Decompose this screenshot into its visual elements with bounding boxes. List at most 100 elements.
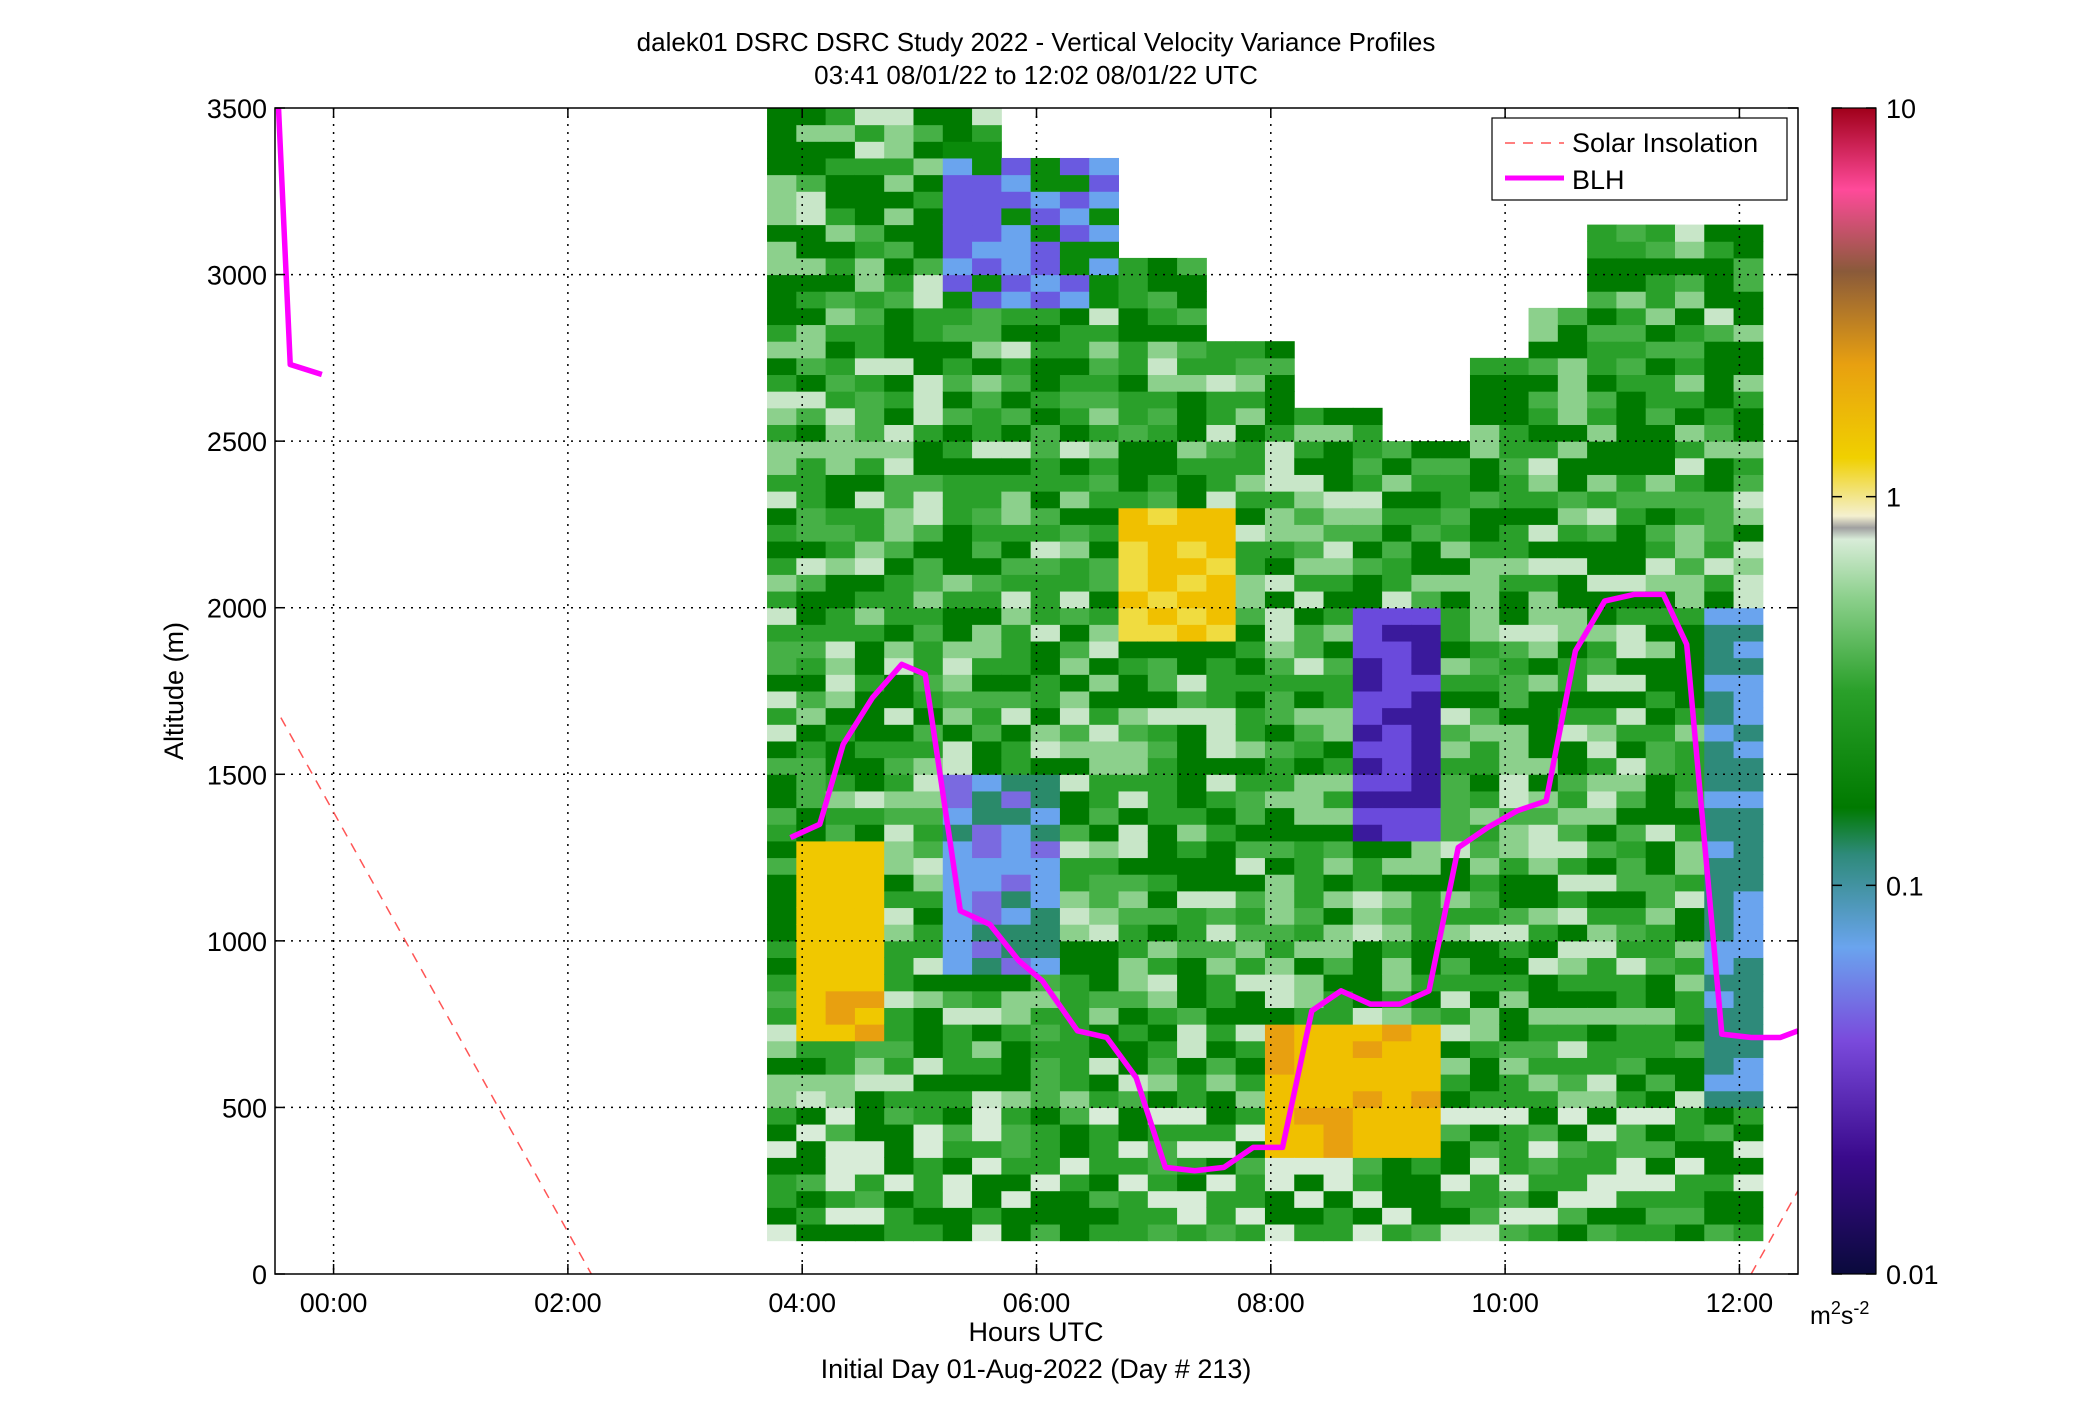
heatmap-cell: [1264, 424, 1295, 442]
heatmap-cell: [1352, 674, 1383, 692]
heatmap-cell: [854, 1107, 885, 1125]
heatmap-cell: [767, 1124, 797, 1142]
heatmap-cell: [1001, 1040, 1032, 1058]
heatmap-cell: [1528, 641, 1559, 659]
heatmap-cell: [1177, 974, 1207, 992]
heatmap-cell: [1674, 241, 1705, 259]
heatmap-cell: [1469, 391, 1500, 409]
heatmap-cell: [1587, 924, 1617, 942]
heatmap-cell: [1147, 824, 1178, 842]
heatmap-cell: [972, 507, 1002, 525]
heatmap-cell: [825, 441, 856, 459]
heatmap-cell: [1704, 874, 1735, 892]
heatmap-cell: [942, 641, 973, 659]
heatmap-cell: [1733, 874, 1764, 892]
y-tick-label: 1500: [207, 760, 267, 790]
heatmap-cell: [1674, 1140, 1705, 1158]
heatmap-cell: [1499, 874, 1530, 892]
heatmap-cell: [1030, 890, 1061, 909]
blh-line: [789, 591, 1798, 1174]
heatmap-cell: [1557, 1024, 1588, 1042]
heatmap-cell: [1440, 491, 1471, 509]
heatmap-cell: [1645, 607, 1676, 625]
heatmap-cell: [1587, 491, 1617, 509]
heatmap-cell: [1089, 907, 1120, 925]
heatmap-cell: [1674, 874, 1705, 892]
heatmap-cell: [1323, 1174, 1354, 1192]
heatmap-cell: [796, 341, 827, 359]
x-ticks: 00:00 02:00 04:00 06:00 08:00 10:00 12:00: [300, 108, 1773, 1318]
heatmap-cell: [1264, 740, 1295, 759]
heatmap-cell: [1469, 807, 1500, 825]
heatmap-cell: [1206, 707, 1237, 725]
heatmap-cell: [1147, 1224, 1178, 1242]
heatmap-cell: [825, 1190, 856, 1208]
heatmap-cell: [1264, 524, 1295, 542]
heatmap-cell: [796, 757, 827, 775]
heatmap-cell: [1411, 524, 1442, 542]
heatmap-cell: [1264, 1207, 1295, 1225]
heatmap-cell: [1089, 607, 1120, 625]
heatmap-cell: [1059, 691, 1090, 709]
heatmap-cell: [796, 291, 827, 309]
heatmap-cell: [1177, 857, 1207, 875]
heatmap-cell: [1030, 840, 1061, 859]
heatmap-cell: [767, 491, 797, 509]
heatmap-cell: [1323, 1024, 1354, 1042]
heatmap-cell: [796, 774, 827, 792]
heatmap-cell: [796, 691, 827, 709]
heatmap-cell: [1704, 1107, 1735, 1125]
heatmap-cell: [1382, 1207, 1412, 1225]
heatmap-cell: [1382, 907, 1412, 925]
heatmap-cell: [825, 457, 856, 475]
heatmap-cell: [796, 1057, 827, 1075]
heatmap-cell: [1352, 491, 1383, 509]
heatmap-cell: [972, 1074, 1002, 1092]
heatmap-cell: [1030, 924, 1061, 942]
heatmap-cell: [1528, 740, 1559, 759]
heatmap-cell: [972, 1157, 1002, 1175]
heatmap-cell: [942, 757, 973, 775]
heatmap-cell: [913, 257, 944, 276]
heatmap-cell: [1206, 524, 1237, 542]
heatmap-cell: [1557, 990, 1588, 1008]
heatmap-cell: [1733, 374, 1764, 392]
heatmap-cell: [1469, 357, 1500, 376]
heatmap-cell: [1001, 491, 1032, 509]
heatmap-cell: [1059, 591, 1090, 609]
heatmap-cell: [825, 591, 856, 609]
heatmap-cell: [1440, 624, 1471, 642]
heatmap-cell: [972, 1040, 1002, 1058]
heatmap-cell: [1674, 591, 1705, 609]
heatmap-cell: [884, 907, 914, 925]
heatmap-cell: [1352, 574, 1383, 592]
heatmap-cell: [913, 157, 944, 176]
heatmap-cell: [825, 424, 856, 442]
heatmap-cell: [1499, 940, 1530, 959]
heatmap-cell: [1645, 357, 1676, 376]
heatmap-cell: [972, 1224, 1002, 1242]
heatmap-cell: [1674, 790, 1705, 809]
heatmap-cell: [1587, 474, 1617, 492]
heatmap-cell: [1059, 1107, 1090, 1125]
heatmap-cell: [1030, 574, 1061, 592]
heatmap-cell: [1059, 1124, 1090, 1142]
heatmap-cell: [1235, 1074, 1266, 1092]
heatmap-cell: [1528, 524, 1559, 542]
heatmap-cell: [1059, 674, 1090, 692]
heatmap-cell: [767, 341, 797, 359]
heatmap-cell: [825, 374, 856, 392]
heatmap-cell: [1264, 641, 1295, 659]
heatmap-cell: [1323, 1007, 1354, 1025]
heatmap-cell: [1557, 624, 1588, 642]
heatmap-cell: [1030, 1074, 1061, 1092]
heatmap-cell: [1528, 591, 1559, 609]
heatmap-cell: [1352, 507, 1383, 525]
heatmap-cell: [1264, 990, 1295, 1008]
heatmap-cell: [1704, 324, 1735, 342]
heatmap-cell: [942, 391, 973, 409]
heatmap-cell: [1177, 291, 1207, 309]
heatmap-cell: [1147, 507, 1178, 525]
heatmap-cell: [1001, 624, 1032, 642]
heatmap-cell: [1587, 524, 1617, 542]
